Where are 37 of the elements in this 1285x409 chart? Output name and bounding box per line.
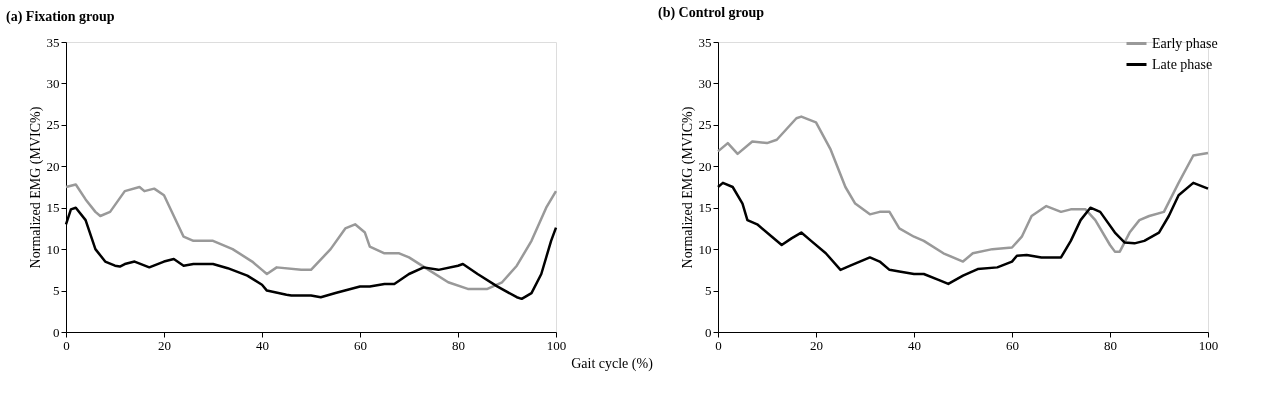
x-axis-title: Gait cycle (%)	[571, 355, 654, 372]
x-tick-label: 80	[1104, 337, 1117, 353]
y-tick-label: 20	[46, 158, 60, 174]
line-series	[716, 115, 1210, 263]
x-tick-label: 100	[546, 337, 567, 353]
y-tick-label: 30	[46, 75, 60, 91]
x-tick-label: 20	[158, 337, 171, 353]
y-tick-label: 35	[46, 34, 60, 50]
y-tick-label: 20	[698, 158, 712, 174]
y-tick-label: 5	[53, 283, 60, 299]
y-tick-label: 10	[698, 241, 712, 257]
y-tick-label: 30	[698, 75, 712, 91]
legend-label: Early phase	[1152, 35, 1218, 51]
x-tick-label: 0	[63, 337, 70, 353]
y-axis-title: Normalized EMG (MVIC%)	[679, 106, 696, 269]
y-tick-label: 0	[705, 324, 712, 340]
x-tick-label: 40	[908, 337, 921, 353]
line-series	[64, 183, 558, 291]
x-tick-label: 40	[256, 337, 269, 353]
x-tick-label: 60	[1006, 337, 1019, 353]
y-axis-title: Normalized EMG (MVIC%)	[27, 106, 44, 269]
y-tick-label: 35	[698, 34, 712, 50]
y-tick-label: 5	[705, 283, 712, 299]
y-tick-label: 25	[46, 117, 60, 133]
y-tick-label: 15	[46, 200, 60, 216]
y-tick-label: 25	[698, 117, 712, 133]
y-tick-label: 15	[698, 200, 712, 216]
y-tick-label: 10	[46, 241, 60, 257]
chart-title: (b) Control group	[658, 5, 765, 21]
x-tick-label: 100	[1198, 337, 1219, 353]
chart-title: (a) Fixation group	[6, 9, 115, 25]
x-tick-label: 60	[354, 337, 367, 353]
x-tick-label: 20	[810, 337, 823, 353]
y-tick-label: 0	[53, 324, 60, 340]
x-tick-label: 0	[715, 337, 722, 353]
legend-label: Late phase	[1152, 56, 1213, 72]
x-tick-label: 80	[452, 337, 465, 353]
